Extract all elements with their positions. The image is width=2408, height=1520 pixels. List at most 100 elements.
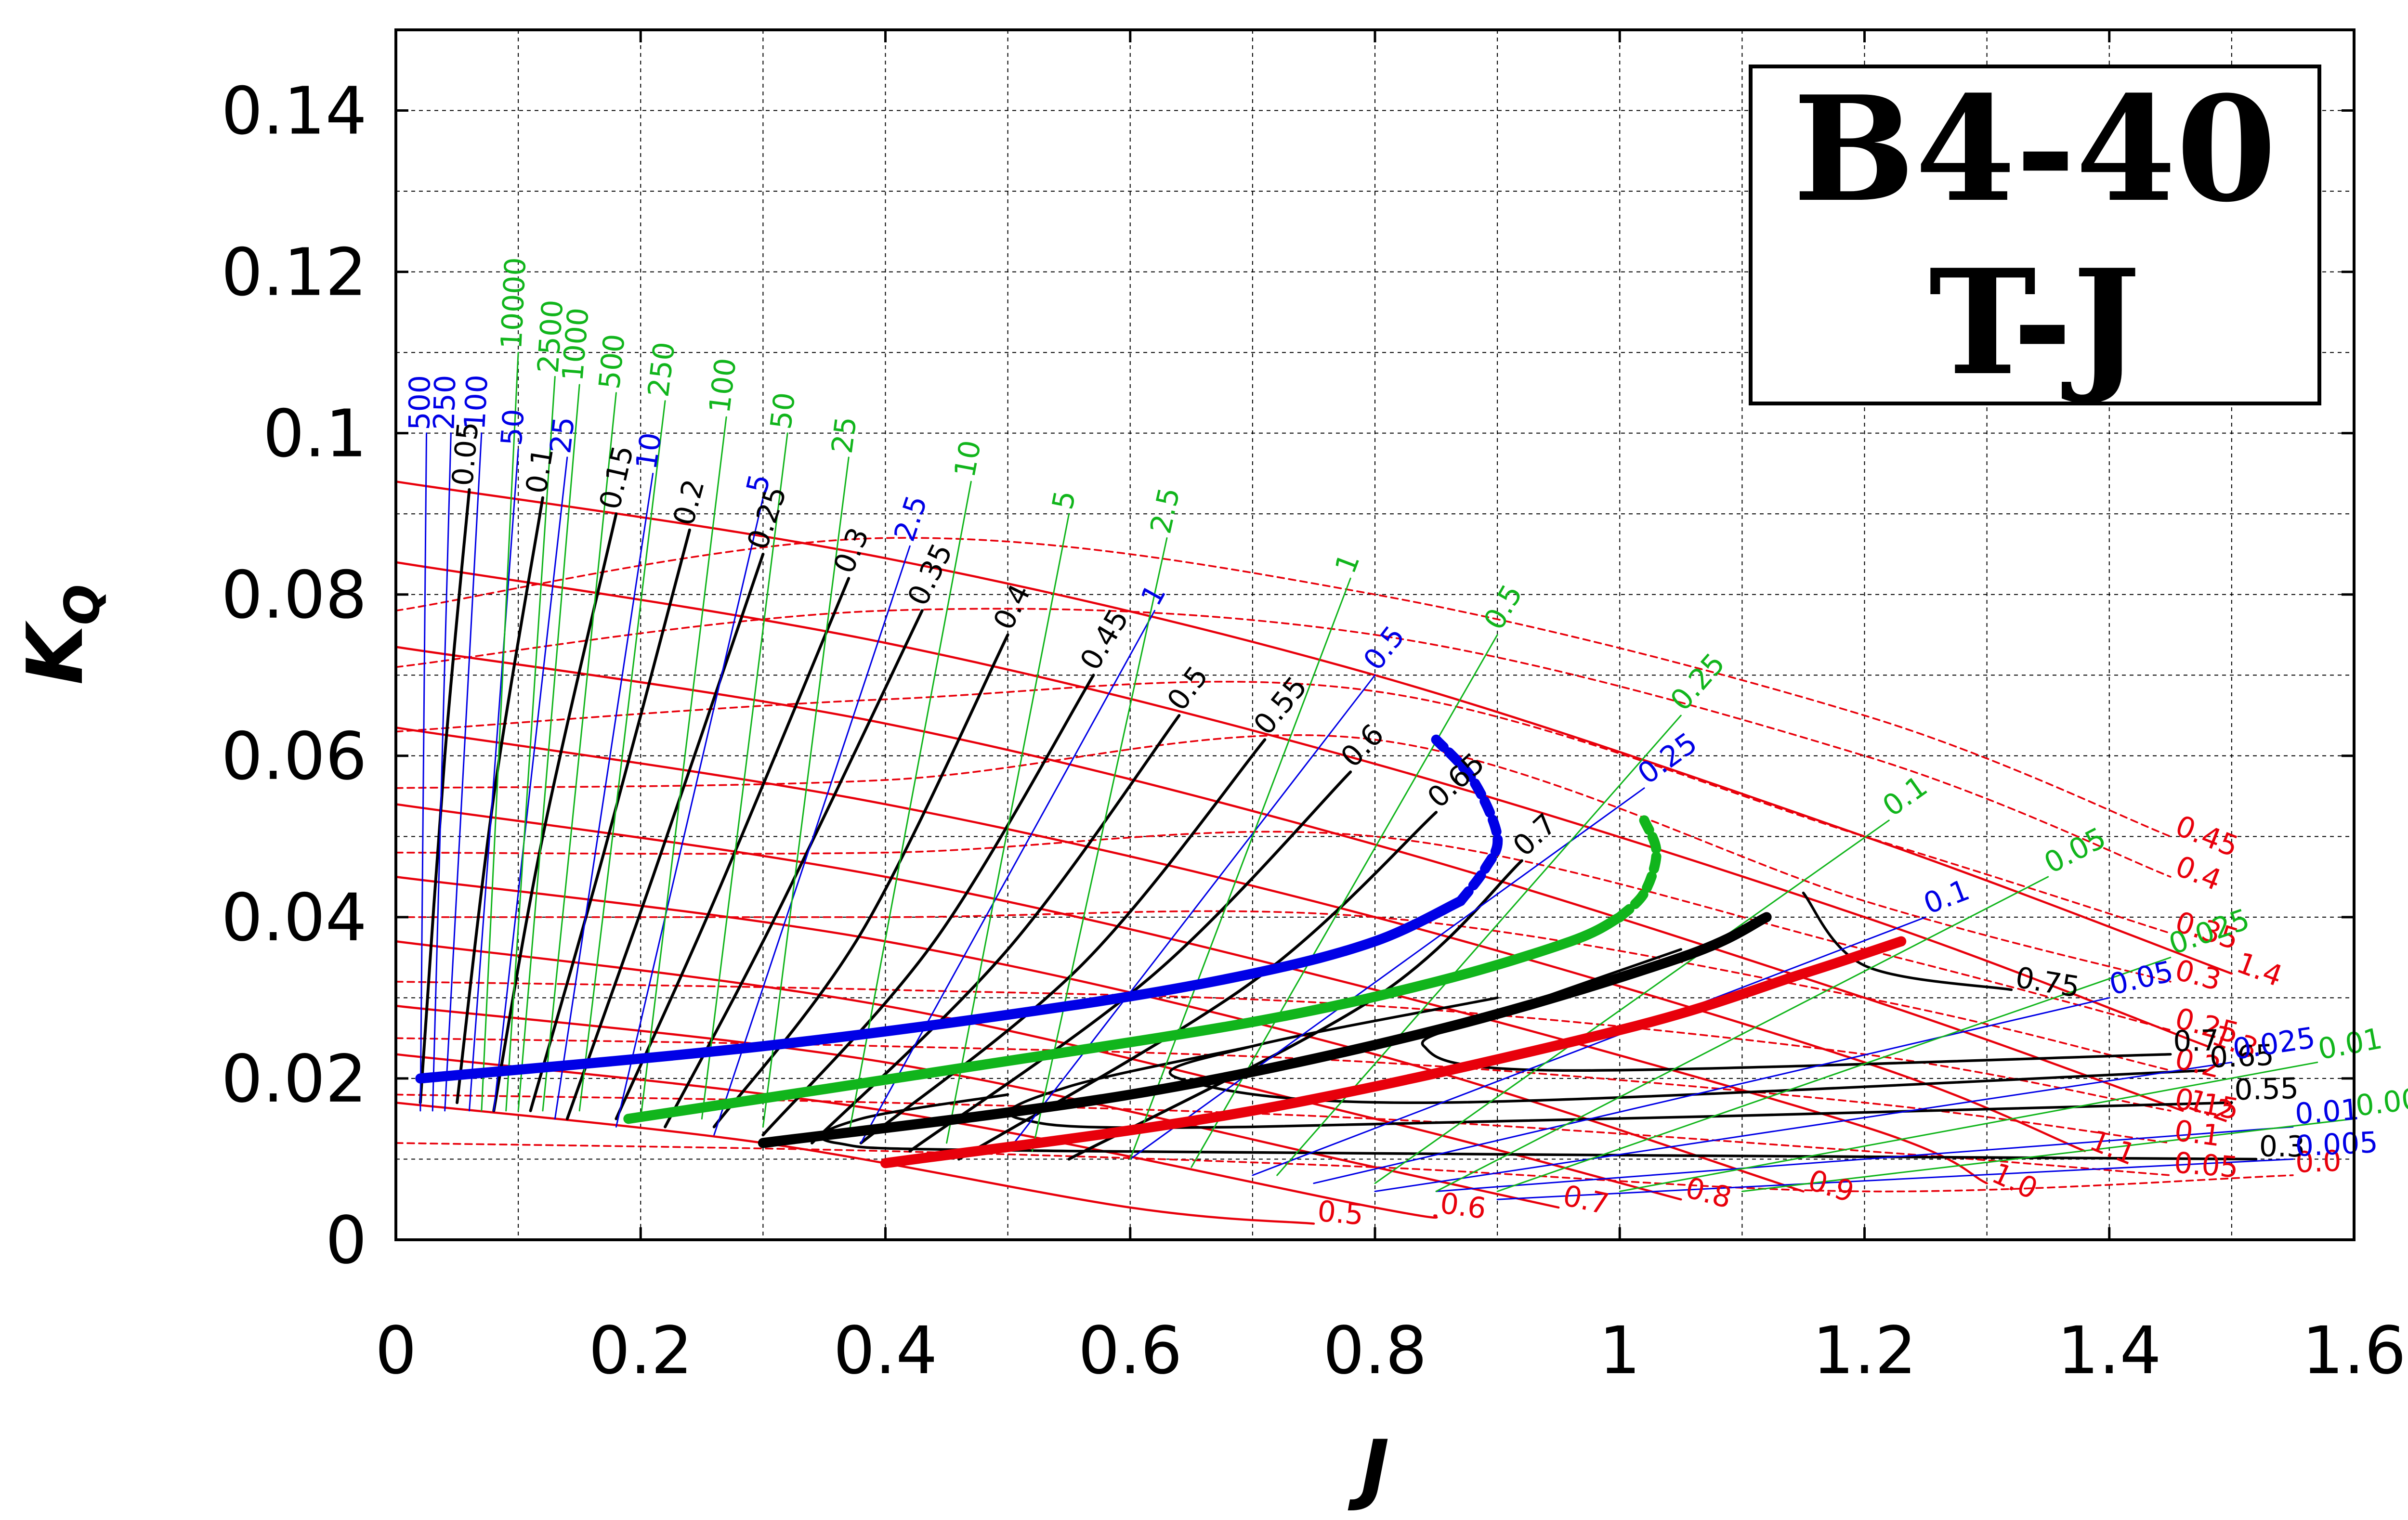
x-tick-label: 0.4 (833, 1313, 937, 1389)
series-coefficient-blue-0.025 (1374, 1061, 2233, 1192)
series-efficiency-loop-0.75 (1802, 891, 2013, 991)
series-efficiency-0.6 (908, 770, 1352, 1153)
curve-label-coefficient-blue: 500 (403, 375, 437, 430)
series-coefficient-blue-500 (419, 432, 428, 1112)
curve-label-efficiency: 0.1 (520, 445, 561, 496)
series-coefficient-blue-5 (615, 497, 764, 1128)
series-coefficient-green-0.01 (1619, 1061, 2318, 1192)
curve-label-efficiency-loop: 0.65 (2209, 1039, 2275, 1075)
series-coefficient-blue-50 (468, 448, 519, 1112)
y-axis-title: KQ (10, 585, 110, 685)
x-tick-label: 1 (1599, 1313, 1641, 1389)
curve-label-constant-line: 0.1 (2172, 1114, 2223, 1153)
series-optimum-thick-dashed-curve-75 (1431, 734, 1503, 906)
series-optimum-thick-curve-76 (623, 912, 1625, 1124)
curve-label-coefficient-blue: 0.01 (2294, 1093, 2360, 1131)
curve-label-coefficient-green: 1000 (556, 306, 596, 382)
series-constant-line-0.25 (395, 831, 2172, 1031)
y-tick-label: 0.12 (221, 235, 367, 311)
curve-label-coefficient-blue: 0.005 (2294, 1126, 2379, 1164)
series-coefficient-blue-0.25 (1129, 787, 1645, 1160)
series-efficiency-0.05 (419, 488, 471, 1104)
curve-label-efficiency: 0.05 (446, 420, 485, 487)
x-tick-label: 0.6 (1078, 1313, 1182, 1389)
series-coefficient-green-500 (542, 392, 617, 1112)
y-axis-title-main: K (10, 621, 100, 685)
series-pitch-ratio-1.4 (394, 480, 2233, 975)
series-efficiency-0.25 (565, 552, 765, 1120)
curve-label-coefficient-green: 500 (593, 332, 632, 390)
y-axis-ticks: 0 0.02 0.04 0.06 0.08 0.1 0.12 0.14 (221, 74, 2354, 1279)
chart-title-box: B4-40 T-J (1749, 64, 2321, 407)
curve-label-coefficient-green: 10000 (495, 257, 533, 350)
curve-label-constant-line: 0.05 (2173, 1146, 2240, 1184)
curve-label-coefficient-green: 50 (764, 390, 802, 431)
curve-label-coefficient-green: 100 (703, 356, 743, 415)
curve-label-coefficient-green: 250 (641, 340, 681, 399)
x-tick-label: 0.2 (589, 1313, 693, 1389)
curve-label-pitch-ratio: 0.5 (1316, 1195, 1365, 1232)
curve-label-efficiency-loop: 0.7 (2172, 1024, 2219, 1058)
series-constant-line-0.2 (395, 910, 2172, 1071)
series-constant-line-0.45 (395, 537, 2172, 838)
title-line-1: B4-40 (1793, 64, 2277, 234)
series-coefficient-green-1000 (517, 384, 580, 1112)
series-coefficient-green-0.05 (1435, 876, 2049, 1192)
series-coefficient-blue-0.1 (1252, 916, 1927, 1176)
series-coefficient-blue-0.01 (1435, 1126, 2294, 1192)
y-tick-label: 0.06 (221, 719, 367, 795)
y-axis-title-subscript: Q (54, 585, 110, 625)
series-coefficient-green-0.025 (1496, 957, 2172, 1192)
series-coefficient-green-10000 (481, 351, 519, 1112)
curve-label-coefficient-blue: 100 (458, 374, 495, 430)
series-coefficient-green-0.005 (1741, 1118, 2355, 1192)
curve-label-efficiency-loop: 0.3 (2259, 1130, 2305, 1164)
x-tick-label: 1.2 (1812, 1313, 1916, 1389)
y-tick-label: 0.04 (221, 880, 367, 956)
series-coefficient-green-0.25 (1276, 715, 1682, 1176)
series-optimum-thick-curve-74 (415, 896, 1466, 1084)
curve-label-efficiency-loop: 0.55 (2234, 1072, 2299, 1107)
series-pitch-ratio-1.1 (394, 726, 2086, 1152)
series-coefficient-green-2500 (505, 376, 556, 1112)
y-tick-label: 0 (325, 1203, 367, 1279)
curve-label-coefficient-blue: 50 (495, 408, 531, 447)
series-constant-line-0.1 (395, 1037, 2172, 1144)
series-coefficient-green-50 (701, 432, 788, 1120)
series-coefficient-blue-0.05 (1313, 997, 2110, 1184)
series-coefficient-blue-0.005 (1496, 1158, 2294, 1200)
series-layer (394, 351, 2355, 1225)
series-coefficient-blue-100 (444, 432, 483, 1112)
curve-label-coefficient-green: 10 (948, 438, 988, 480)
series-constant-line-0.35 (395, 681, 2172, 935)
series-coefficient-blue-250 (432, 432, 452, 1112)
x-tick-label: 0.8 (1323, 1313, 1427, 1389)
x-tick-label: 1.4 (2057, 1313, 2161, 1389)
x-tick-label: 1.6 (2302, 1313, 2406, 1389)
curve-label-coefficient-blue: 25 (544, 415, 581, 455)
curve-label-coefficient-green: 25 (825, 415, 864, 455)
series-coefficient-blue-2.5 (713, 545, 911, 1136)
series-constant-line-0.4 (395, 608, 2172, 878)
curve-label-coefficient-blue: 250 (427, 375, 462, 430)
series-pitch-ratio-0.5 (394, 1101, 1315, 1225)
series-coefficient-blue-25 (493, 456, 568, 1112)
y-tick-label: 0.14 (221, 74, 367, 150)
y-tick-label: 0.1 (263, 396, 367, 472)
series-efficiency-0.55 (859, 738, 1267, 1144)
curve-label-constant-line: 0.0 (2295, 1144, 2342, 1180)
series-coefficient-green-250 (578, 400, 666, 1112)
series-efficiency-loop-0.55 (1008, 1045, 2233, 1129)
series-coefficient-blue-1 (860, 610, 1156, 1144)
series-coefficient-blue-10 (554, 472, 654, 1120)
series-coefficient-blue-0.5 (1007, 674, 1376, 1152)
series-constant-line-0.3 (395, 734, 2172, 983)
series-coefficient-green-10 (848, 481, 972, 1136)
curve-label-pitch-ratio: 0.6 (1438, 1186, 1488, 1226)
series-efficiency-0.15 (492, 512, 618, 1112)
y-tick-label: 0.08 (221, 558, 367, 634)
series-efficiency-0.5 (811, 714, 1181, 1144)
series-coefficient-green-1 (1129, 577, 1351, 1160)
x-axis-ticks: 0 0.2 0.4 0.6 0.8 1 1.2 1.4 1.6 (375, 30, 2406, 1389)
